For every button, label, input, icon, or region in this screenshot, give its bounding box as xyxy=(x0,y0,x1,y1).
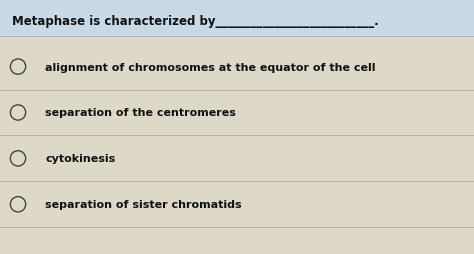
Text: separation of the centromeres: separation of the centromeres xyxy=(45,108,236,118)
Text: alignment of chromosomes at the equator of the cell: alignment of chromosomes at the equator … xyxy=(45,62,375,72)
FancyBboxPatch shape xyxy=(0,37,474,254)
Text: separation of sister chromatids: separation of sister chromatids xyxy=(45,199,242,210)
Text: cytokinesis: cytokinesis xyxy=(45,154,115,164)
FancyBboxPatch shape xyxy=(0,0,474,37)
Text: Metaphase is characterized by___________________________.: Metaphase is characterized by___________… xyxy=(12,15,379,28)
